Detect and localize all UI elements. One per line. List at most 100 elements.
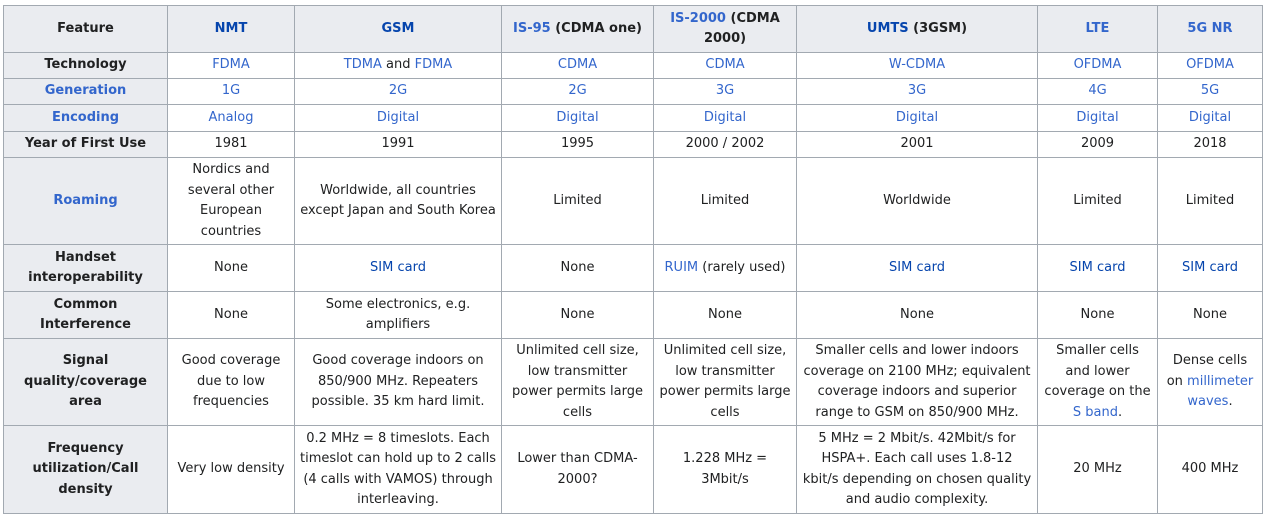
cell-link[interactable]: 3G (715, 83, 735, 99)
table-row: Generation 1G 2G 2G 3G 3G 4G 5G (3, 78, 1263, 105)
cell-text: Smaller cells and lower indoors coverage… (803, 343, 1031, 420)
table-cell: None (796, 291, 1038, 339)
row-header-handset-interoperability: Handset interoperability (3, 244, 168, 292)
cell-text: Limited (700, 192, 750, 208)
cell-link[interactable]: Digital (703, 109, 747, 125)
table-cell: Unlimited cell size, low transmitter pow… (653, 338, 797, 426)
column-header-text: (CDMA 2000) (703, 10, 780, 47)
table-cell: OFDMA (1157, 52, 1263, 79)
cell-link[interactable]: S band (1072, 404, 1118, 420)
comparison-table: Feature NMT GSM IS-95 (CDMA one) IS-2000 (CD… (3, 5, 1263, 514)
column-header-umts: UMTS (3GSM) (796, 5, 1038, 53)
cell-link[interactable]: Digital (376, 109, 420, 125)
cell-text: None (560, 306, 595, 322)
cell-text: 1991 (381, 136, 415, 152)
cell-text: Worldwide (883, 192, 951, 208)
cell-text: Nordics and several other European count… (187, 162, 275, 239)
cell-link[interactable]: 1G (221, 83, 241, 99)
cell-link[interactable]: OFDMA (1073, 57, 1122, 73)
row-header-label: Common Interference (39, 296, 131, 333)
table-body: Technology FDMA TDMA and FDMA CDMA CDMA W-CDM… (3, 52, 1263, 514)
cell-text: Smaller cells and lower coverage on the (1044, 343, 1151, 399)
cell-text: Some electronics, e.g. amplifiers (325, 296, 471, 333)
cell-link[interactable]: FDMA (212, 57, 250, 73)
cell-text: (rarely used) (698, 259, 786, 275)
cell-link[interactable]: 2G (388, 83, 408, 99)
column-header-link[interactable]: 5G NR (1187, 20, 1233, 36)
cell-text: None (214, 306, 248, 322)
cell-link[interactable]: RUIM (664, 259, 699, 275)
row-header-signal-quality-coverage-area: Signal quality/coverage area (3, 338, 168, 426)
cell-link[interactable]: W-CDMA (888, 57, 946, 73)
cell-text: Limited (553, 192, 602, 208)
table-cell: None (501, 291, 654, 339)
table-cell: Smaller cells and lower indoors coverage… (796, 338, 1038, 426)
table-cell: SIM card (294, 244, 502, 292)
table-row: Year of First Use 1981 1991 1995 2000 / 2002… (3, 131, 1263, 158)
column-header-link[interactable]: LTE (1085, 20, 1110, 36)
cell-link[interactable]: 4G (1088, 83, 1107, 99)
column-header-link[interactable]: GSM (381, 20, 415, 36)
table-row: Technology FDMA TDMA and FDMA CDMA CDMA W-CDM… (3, 52, 1263, 79)
cell-link[interactable]: Digital (895, 109, 939, 125)
column-header-text: (3GSM) (908, 20, 968, 36)
cell-link[interactable]: CDMA (557, 57, 598, 73)
column-header-link[interactable]: NMT (214, 20, 248, 36)
cell-text: None (900, 306, 934, 322)
cell-link[interactable]: Analog (208, 109, 254, 125)
row-header-label: Frequency utilization/Call density (32, 440, 139, 497)
cell-text: 2009 (1080, 136, 1115, 152)
table-cell: Worldwide (796, 157, 1038, 245)
column-header-text: Feature (57, 20, 114, 36)
row-header-label: Year of First Use (24, 136, 147, 152)
table-cell: 3G (796, 78, 1038, 105)
table-cell: Dense cells on millimeter waves. (1157, 338, 1263, 426)
table-cell: 2009 (1037, 131, 1158, 158)
row-header-roaming[interactable]: Roaming (3, 157, 168, 245)
column-header-is-2000: IS-2000 (CDMA 2000) (653, 5, 797, 53)
cell-text: None (214, 259, 248, 275)
cell-link[interactable]: CDMA (705, 57, 745, 73)
table-cell: Very low density (167, 425, 295, 514)
column-header-link[interactable]: IS-2000 (670, 10, 726, 26)
cell-link[interactable]: OFDMA (1186, 57, 1234, 73)
column-header-link[interactable]: UMTS (866, 20, 909, 36)
table-cell: Unlimited cell size, low transmitter pow… (501, 338, 654, 426)
cell-link[interactable]: SIM card (370, 259, 426, 275)
cell-text: 1995 (560, 136, 595, 152)
cell-text: 1981 (214, 136, 248, 152)
table-row: Frequency utilization/Call density Very l… (3, 425, 1263, 514)
row-header-generation[interactable]: Generation (3, 78, 168, 105)
table-cell: FDMA (167, 52, 295, 79)
table-cell: 0.2 MHz = 8 timeslots. Each timeslot can… (294, 425, 502, 514)
cell-link[interactable]: Digital (1076, 109, 1119, 125)
cell-link[interactable]: Digital (556, 109, 599, 125)
cell-link[interactable]: 3G (907, 83, 927, 99)
cell-link[interactable]: SIM card (889, 259, 945, 275)
cell-link[interactable]: Digital (1188, 109, 1232, 125)
table-cell: None (1157, 291, 1263, 339)
column-header-link[interactable]: IS-95 (513, 20, 551, 36)
cell-link[interactable]: TDMA (343, 57, 382, 73)
table-cell: None (167, 291, 295, 339)
table-cell: Digital (1157, 104, 1263, 132)
cell-link[interactable]: 5G (1200, 83, 1220, 99)
table-cell: None (1037, 291, 1158, 339)
row-header-label[interactable]: Roaming (53, 192, 118, 208)
cell-link[interactable]: millimeter waves (1187, 373, 1254, 410)
row-header-label[interactable]: Generation (44, 83, 127, 99)
table-cell: Good coverage indoors on 850/900 MHz. Re… (294, 338, 502, 426)
cell-link[interactable]: FDMA (414, 57, 453, 73)
row-header-label[interactable]: Encoding (51, 109, 120, 125)
table-cell: Digital (1037, 104, 1158, 132)
table-cell: SIM card (1157, 244, 1263, 292)
cell-link[interactable]: 2G (568, 83, 587, 99)
cell-text: 1.228 MHz = 3Mbit/s (682, 451, 768, 487)
cell-text: None (708, 306, 742, 322)
table-cell: 1991 (294, 131, 502, 158)
table-cell: None (653, 291, 797, 339)
row-header-encoding[interactable]: Encoding (3, 104, 168, 132)
cell-link[interactable]: SIM card (1069, 259, 1126, 275)
cell-link[interactable]: SIM card (1182, 259, 1238, 275)
